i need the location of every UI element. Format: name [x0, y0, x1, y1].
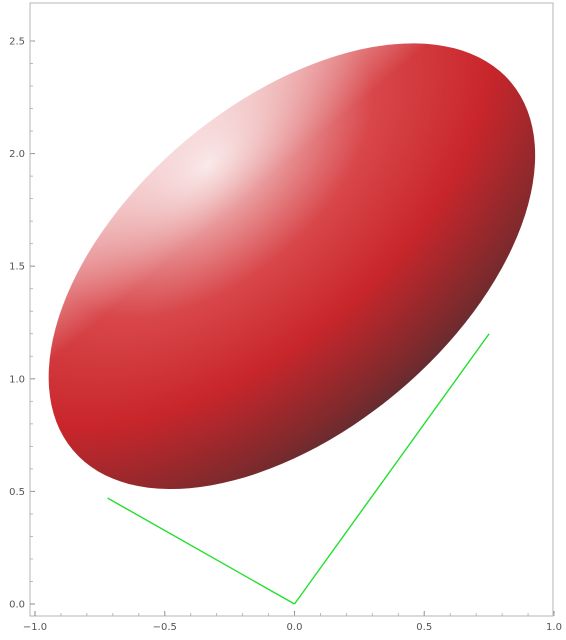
tangent-lines-layer — [107, 333, 490, 605]
y-axis-ticks: 0.0 0.5 1.0 1.5 2.0 2.5 — [9, 37, 35, 611]
x-axis-ticks: −1.0 −0.5 0.0 0.5 1.0 — [23, 611, 562, 633]
x-tick-label: −1.0 — [23, 622, 47, 633]
y-tick-label: 2.5 — [9, 37, 25, 48]
y-tick-label: 2.0 — [9, 149, 25, 160]
x-tick-label: −0.5 — [153, 622, 177, 633]
tangent-line-1 — [107, 497, 295, 605]
y-tick-label: 0.5 — [9, 487, 25, 498]
x-tick-label: 0.0 — [287, 622, 303, 633]
y-tick-label: 0.0 — [9, 600, 25, 611]
plot-border — [29, 2, 554, 617]
ellipsoid-highlight — [48, 43, 536, 490]
x-tick-label: 1.0 — [546, 622, 562, 633]
ellipsoid-group — [48, 43, 536, 490]
tangent-line-2 — [293, 333, 490, 605]
y-tick-label: 1.5 — [9, 262, 25, 273]
y-tick-label: 1.0 — [9, 374, 25, 385]
ellipsoid-layer — [48, 43, 536, 490]
plot-frame — [29, 2, 554, 617]
x-tick-label: 0.5 — [416, 622, 432, 633]
